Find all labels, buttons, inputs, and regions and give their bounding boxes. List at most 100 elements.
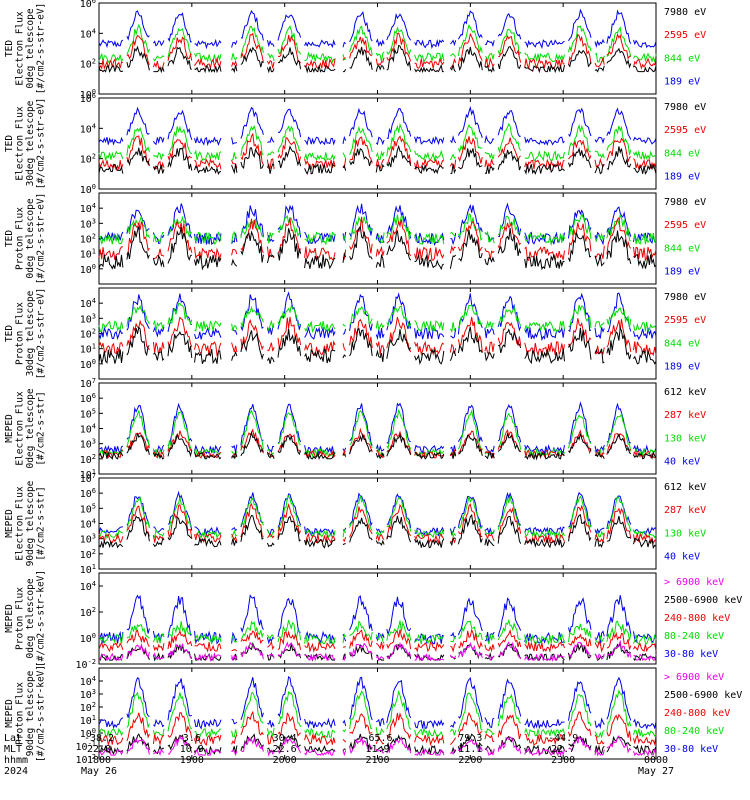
y-tick-label: 104 bbox=[80, 122, 96, 135]
y-tick-exponent: 0 bbox=[92, 88, 96, 96]
y-label-line: Proton Flux bbox=[15, 682, 26, 745]
legend-entry-189-ev: 189 eV bbox=[664, 77, 700, 88]
y-tick-label: 100 bbox=[80, 88, 96, 101]
series-line-844-ev bbox=[98, 302, 657, 334]
y-tick-base: 10 bbox=[80, 314, 92, 325]
y-label-line: Proton Flux bbox=[15, 207, 26, 270]
y-tick-exponent: -1 bbox=[88, 740, 96, 748]
legend-entry-844-ev: 844 eV bbox=[664, 148, 700, 159]
y-tick-label: 104 bbox=[80, 202, 96, 215]
y-tick-exponent: 2 bbox=[92, 453, 96, 461]
y-label-line: TED bbox=[4, 325, 15, 342]
y-tick-base: 10 bbox=[80, 716, 92, 727]
y-tick-label: 100 bbox=[80, 358, 96, 371]
y-tick-label: 101 bbox=[80, 714, 96, 727]
y-axis-label: TED Electron Flux 30deg telescope [#/cm2-s-… bbox=[4, 98, 47, 190]
y-tick-exponent: 2 bbox=[92, 233, 96, 241]
y-tick-base: 10 bbox=[80, 235, 92, 246]
y-label-line: Electron Flux bbox=[15, 486, 26, 561]
series-line-7980-ev bbox=[98, 326, 657, 365]
y-tick-base: 10 bbox=[80, 185, 92, 196]
y-tick-label: 101 bbox=[80, 343, 96, 356]
legend-entry-80-240-kev: 80-240 keV bbox=[664, 726, 724, 737]
legend-entry-2500-6900-kev: 2500-6900 keV bbox=[664, 595, 742, 606]
y-tick-exponent: 5 bbox=[92, 407, 96, 415]
y-tick-base: 10 bbox=[80, 677, 92, 688]
series-line-2595-ev bbox=[98, 32, 657, 70]
legend-entry-844-ev: 844 eV bbox=[664, 53, 700, 64]
y-tick-exponent: 2 bbox=[92, 153, 96, 161]
y-label-line: Electron Flux bbox=[15, 106, 26, 181]
x-tick-label-lat: -44.9 bbox=[548, 733, 578, 744]
series-line-6900-kev bbox=[98, 734, 657, 757]
y-tick-exponent: 0 bbox=[92, 632, 96, 640]
axis-row-label-hhmm: hhmm bbox=[4, 755, 28, 766]
legend-entry-7980-ev: 7980 eV bbox=[664, 197, 706, 208]
y-axis-label: MEPED Electron Flux 90deg telescope [#/cm2-… bbox=[4, 480, 47, 566]
y-tick-label: 10-2 bbox=[76, 658, 96, 671]
y-tick-exponent: 4 bbox=[92, 122, 96, 130]
legend-entry-130-kev: 130 keV bbox=[664, 528, 706, 539]
x-tick-label-mlt: 22.8 bbox=[87, 744, 111, 755]
x-tick-label-hhmm: 2100 bbox=[365, 755, 389, 766]
y-tick-label: 103 bbox=[80, 438, 96, 451]
y-tick-label: 106 bbox=[80, 92, 96, 105]
series-line-189-ev bbox=[98, 291, 657, 342]
y-tick-label: 107 bbox=[80, 472, 96, 485]
legend-entry-287-kev: 287 keV bbox=[664, 505, 706, 516]
legend-entry-240-800-kev: 240-800 keV bbox=[664, 613, 730, 624]
x-tick-label-date: May 26 bbox=[81, 766, 117, 777]
y-tick-exponent: 6 bbox=[92, 0, 96, 5]
y-label-line: [#/cm2-s-str-eV] bbox=[36, 3, 47, 95]
series-line-189-ev bbox=[98, 8, 657, 50]
y-axis-label: MEPED Proton Flux 0deg telescope [#/cm2-s-s… bbox=[4, 570, 47, 667]
y-label-line: 0deg telescope bbox=[25, 388, 36, 468]
y-tick-exponent: 2 bbox=[92, 701, 96, 709]
y-tick-label: 102 bbox=[80, 328, 96, 341]
legend-entry-7980-ev: 7980 eV bbox=[664, 292, 706, 303]
y-tick-base: 10 bbox=[80, 409, 92, 420]
y-tick-label: 101 bbox=[80, 563, 96, 576]
y-tick-exponent: 4 bbox=[92, 423, 96, 431]
y-axis-label: MEPED Electron Flux 0deg telescope [#/cm2-s… bbox=[4, 388, 47, 468]
y-tick-exponent: 2 bbox=[92, 548, 96, 556]
y-tick-exponent: 2 bbox=[92, 328, 96, 336]
x-tick-label-date: May 27 bbox=[638, 766, 674, 777]
y-tick-label: 102 bbox=[80, 548, 96, 561]
y-tick-exponent: 7 bbox=[92, 377, 96, 385]
y-tick-label: 102 bbox=[80, 701, 96, 714]
y-label-line: 0deg telescope bbox=[25, 578, 36, 658]
x-tick-label-hhmm: 2200 bbox=[458, 755, 482, 766]
legend-entry-844-ev: 844 eV bbox=[664, 338, 700, 349]
y-tick-exponent: 6 bbox=[92, 92, 96, 100]
x-tick-label-lat: -65.6 bbox=[362, 733, 392, 744]
y-label-line: [#/cm2-s-str-eV] bbox=[36, 193, 47, 285]
y-tick-label: 102 bbox=[80, 58, 96, 71]
y-tick-base: 10 bbox=[80, 204, 92, 215]
legend-entry-2595-ev: 2595 eV bbox=[664, 315, 706, 326]
legend-entry-40-kev: 40 keV bbox=[664, 552, 700, 563]
y-label-line: Electron Flux bbox=[15, 11, 26, 86]
y-tick-base: 10 bbox=[80, 729, 92, 740]
y-tick-base: 10 bbox=[76, 755, 88, 766]
y-tick-label: 103 bbox=[80, 533, 96, 546]
x-tick-label-hhmm: 0000 bbox=[644, 755, 668, 766]
legend-entry-612-kev: 612 keV bbox=[664, 387, 706, 398]
y-tick-base: 10 bbox=[80, 299, 92, 310]
legend-entry-2595-ev: 2595 eV bbox=[664, 30, 706, 41]
y-tick-label: 102 bbox=[80, 453, 96, 466]
y-tick-exponent: 0 bbox=[92, 727, 96, 735]
y-label-line: 90deg telescope bbox=[25, 480, 36, 566]
y-tick-label: 102 bbox=[80, 606, 96, 619]
y-axis-label: TED Proton Flux 30deg telescope [#/cm2-s-st… bbox=[4, 288, 47, 380]
x-tick-label-hhmm: 1800 bbox=[87, 755, 111, 766]
y-tick-label: 106 bbox=[80, 0, 96, 10]
series-line-189-ev bbox=[98, 105, 657, 147]
y-tick-base: 10 bbox=[80, 0, 92, 10]
y-tick-exponent: 3 bbox=[92, 312, 96, 320]
y-tick-label: 102 bbox=[80, 153, 96, 166]
